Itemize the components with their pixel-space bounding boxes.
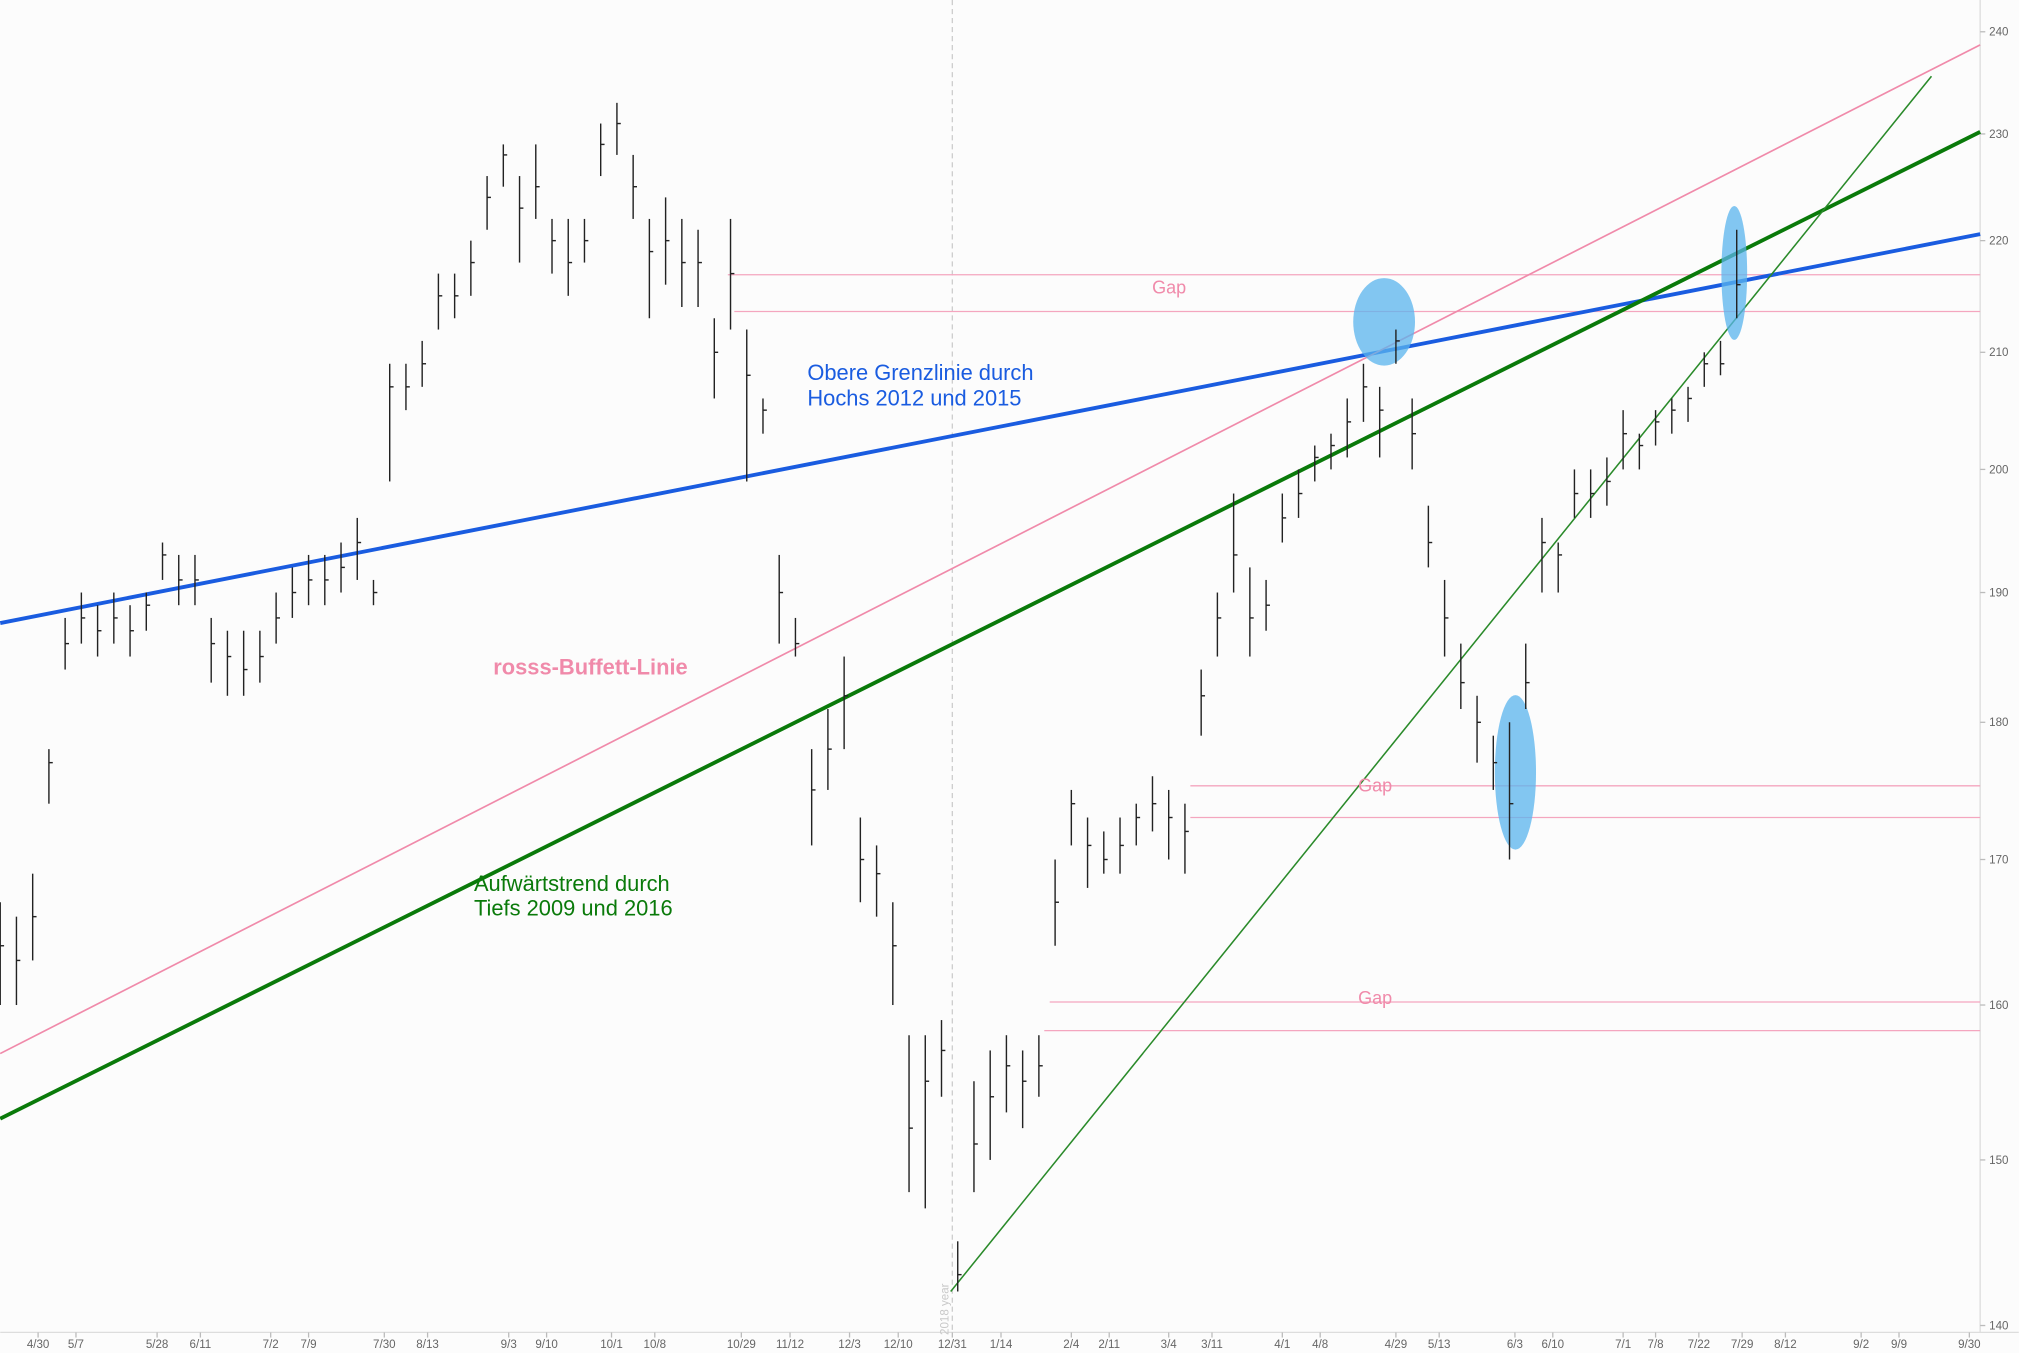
trendline xyxy=(0,44,1981,1055)
x-tick-label: 9/10 xyxy=(535,1339,558,1351)
x-tick-label: 11/12 xyxy=(776,1339,804,1351)
annotation: Hochs 2012 und 2015 xyxy=(807,386,1021,411)
highlight xyxy=(1353,278,1416,366)
x-tick-label: 6/3 xyxy=(1507,1339,1523,1351)
x-tick-label: 8/13 xyxy=(416,1339,439,1351)
x-tick-label: 4/8 xyxy=(1312,1339,1328,1351)
y-tick-label: 200 xyxy=(1989,464,2008,476)
y-tick-label: 160 xyxy=(1989,1000,2008,1012)
x-tick-label: 4/30 xyxy=(27,1339,50,1351)
y-tick-label: 170 xyxy=(1989,854,2008,866)
x-tick-label: 7/29 xyxy=(1731,1339,1754,1351)
gap-label: Gap xyxy=(1358,776,1392,796)
trendline xyxy=(0,130,1982,1121)
x-tick-label: 9/2 xyxy=(1853,1339,1869,1351)
x-tick-label: 2/11 xyxy=(1098,1339,1120,1351)
x-tick-label: 3/11 xyxy=(1201,1339,1223,1351)
x-tick-label: 10/1 xyxy=(600,1339,623,1351)
trendline xyxy=(0,232,1981,625)
x-tick-label: 7/1 xyxy=(1615,1339,1631,1351)
gap-label: Gap xyxy=(1358,988,1392,1008)
highlight xyxy=(1721,205,1748,340)
y-tick-label: 140 xyxy=(1989,1320,2008,1332)
annotation: Aufwärtstrend durch xyxy=(474,871,670,896)
year-label: 2018 year xyxy=(939,1283,951,1335)
highlight xyxy=(1494,695,1537,850)
x-tick-label: 5/13 xyxy=(1428,1339,1451,1351)
annotation: Obere Grenzlinie durch xyxy=(807,360,1033,385)
annotation: Tiefs 2009 und 2016 xyxy=(474,895,673,920)
x-tick-label: 5/7 xyxy=(68,1339,84,1351)
x-tick-label: 9/9 xyxy=(1891,1339,1907,1351)
x-tick-label: 8/12 xyxy=(1774,1339,1797,1351)
x-tick-label: 9/3 xyxy=(501,1339,517,1351)
annotation: rosss-Buffett-Linie xyxy=(493,655,687,680)
y-tick-label: 230 xyxy=(1989,129,2008,141)
x-tick-label: 3/4 xyxy=(1161,1339,1178,1351)
x-tick-label: 4/29 xyxy=(1385,1339,1408,1351)
x-tick-label: 7/2 xyxy=(263,1339,279,1351)
gap-label: Gap xyxy=(1152,278,1186,298)
x-tick-label: 7/9 xyxy=(301,1339,317,1351)
y-tick-label: 190 xyxy=(1989,587,2008,599)
x-tick-label: 12/3 xyxy=(838,1339,861,1351)
x-tick-label: 1/14 xyxy=(990,1339,1013,1351)
x-tick-label: 7/22 xyxy=(1688,1339,1711,1351)
x-tick-label: 7/30 xyxy=(373,1339,396,1351)
y-tick-label: 220 xyxy=(1989,236,2008,248)
x-tick-label: 10/29 xyxy=(727,1339,756,1351)
x-tick-label: 12/31 xyxy=(938,1339,967,1351)
y-tick-label: 240 xyxy=(1989,27,2008,39)
x-tick-label: 6/10 xyxy=(1542,1339,1565,1351)
x-tick-label: 2/4 xyxy=(1063,1339,1080,1351)
x-tick-label: 7/8 xyxy=(1648,1339,1664,1351)
x-tick-label: 10/8 xyxy=(644,1339,667,1351)
x-tick-label: 12/10 xyxy=(884,1339,913,1351)
y-tick-label: 150 xyxy=(1989,1155,2008,1167)
x-tick-label: 6/11 xyxy=(190,1339,212,1351)
x-tick-label: 5/28 xyxy=(146,1339,169,1351)
trendline xyxy=(950,75,1933,1292)
y-tick-label: 210 xyxy=(1989,347,2008,359)
x-tick-label: 4/1 xyxy=(1274,1339,1290,1351)
y-tick-label: 180 xyxy=(1989,717,2008,729)
x-tick-label: 9/30 xyxy=(1958,1339,1981,1351)
